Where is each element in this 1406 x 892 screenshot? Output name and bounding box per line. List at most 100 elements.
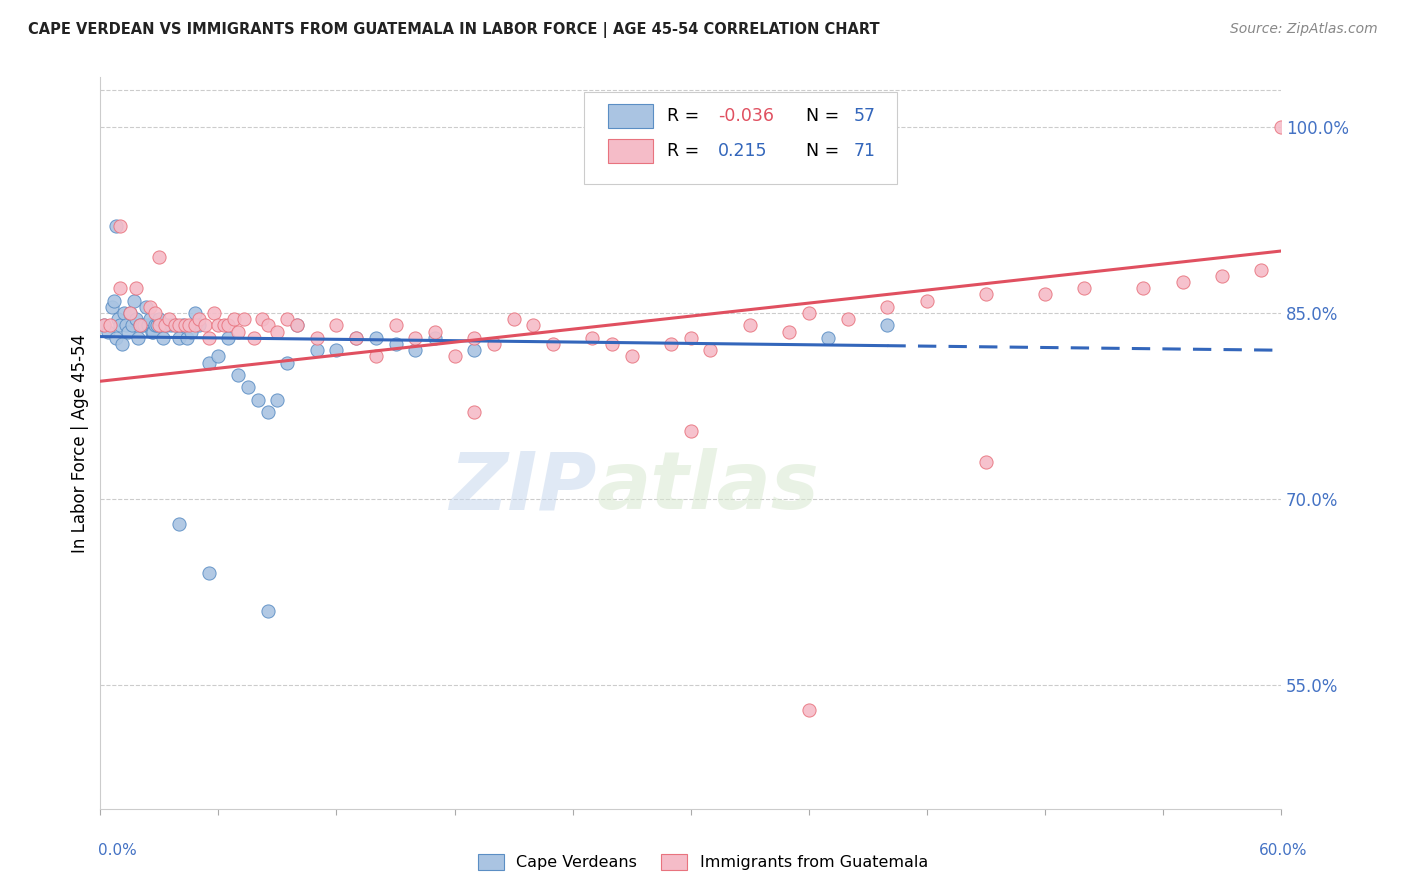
Point	[93, 318, 115, 333]
Point	[160, 318, 183, 333]
Point	[1171, 275, 1194, 289]
Point	[233, 312, 256, 326]
Point	[148, 250, 170, 264]
Point	[180, 325, 202, 339]
Point	[184, 318, 207, 333]
Point	[276, 312, 298, 326]
Point	[325, 343, 347, 358]
Point	[172, 318, 194, 333]
FancyBboxPatch shape	[607, 104, 652, 128]
Point	[135, 300, 157, 314]
Point	[404, 343, 426, 358]
Text: atlas: atlas	[596, 448, 818, 526]
Text: 57: 57	[853, 107, 876, 125]
Point	[101, 300, 124, 314]
Point	[136, 318, 159, 333]
Point	[285, 318, 308, 333]
Point	[98, 318, 121, 333]
Point	[194, 318, 217, 333]
Point	[250, 312, 273, 326]
Point	[152, 331, 174, 345]
Point	[142, 325, 165, 339]
Point	[187, 318, 209, 333]
Point	[915, 293, 938, 308]
Point	[138, 312, 160, 326]
Point	[266, 325, 288, 339]
Point	[404, 331, 426, 345]
Point	[876, 318, 898, 333]
Point	[108, 219, 131, 234]
Point	[125, 281, 148, 295]
Point	[817, 331, 839, 345]
Point	[679, 331, 702, 345]
Point	[778, 325, 800, 339]
Point	[364, 350, 387, 364]
Point	[148, 312, 170, 326]
Point	[122, 293, 145, 308]
Y-axis label: In Labor Force | Age 45-54: In Labor Force | Age 45-54	[72, 334, 89, 553]
Point	[1033, 287, 1056, 301]
Point	[141, 325, 163, 339]
Point	[463, 331, 485, 345]
Legend: Cape Verdeans, Immigrants from Guatemala: Cape Verdeans, Immigrants from Guatemala	[472, 848, 934, 877]
Text: R =: R =	[666, 142, 699, 160]
Point	[145, 318, 167, 333]
Point	[1132, 281, 1154, 295]
Point	[105, 219, 128, 234]
Point	[167, 516, 190, 531]
Point	[226, 368, 249, 382]
Point	[1270, 120, 1292, 134]
Text: 0.215: 0.215	[718, 142, 768, 160]
Point	[207, 350, 229, 364]
Point	[197, 566, 219, 581]
Point	[145, 306, 167, 320]
Text: ZIP: ZIP	[449, 448, 596, 526]
Point	[344, 331, 367, 345]
Point	[107, 312, 129, 326]
Point	[118, 306, 141, 320]
Point	[121, 318, 143, 333]
Point	[1250, 262, 1272, 277]
Text: Source: ZipAtlas.com: Source: ZipAtlas.com	[1230, 22, 1378, 37]
FancyBboxPatch shape	[607, 138, 652, 162]
Text: -0.036: -0.036	[718, 107, 773, 125]
Text: R =: R =	[666, 107, 704, 125]
Point	[974, 287, 997, 301]
Point	[1211, 268, 1233, 283]
Point	[256, 405, 278, 419]
Point	[384, 318, 406, 333]
Point	[165, 318, 187, 333]
Point	[214, 318, 236, 333]
Point	[167, 318, 190, 333]
Point	[103, 293, 125, 308]
Point	[156, 318, 179, 333]
Text: 60.0%: 60.0%	[1260, 843, 1308, 858]
Point	[797, 306, 820, 320]
Point	[127, 331, 149, 345]
Point	[463, 405, 485, 419]
Point	[305, 331, 328, 345]
Point	[463, 343, 485, 358]
Point	[236, 380, 259, 394]
Point	[128, 318, 150, 333]
Text: N =: N =	[807, 142, 845, 160]
Point	[837, 312, 859, 326]
Point	[699, 343, 721, 358]
Point	[243, 331, 266, 345]
Point	[155, 318, 177, 333]
Point	[217, 318, 239, 333]
Text: N =: N =	[807, 107, 845, 125]
Point	[620, 350, 643, 364]
Point	[176, 331, 198, 345]
Point	[128, 318, 150, 333]
Point	[256, 318, 278, 333]
Point	[187, 312, 209, 326]
Point	[146, 318, 169, 333]
Point	[108, 281, 131, 295]
Point	[679, 424, 702, 438]
Point	[325, 318, 347, 333]
Point	[246, 392, 269, 407]
Point	[117, 325, 139, 339]
Text: 71: 71	[853, 142, 876, 160]
Point	[111, 337, 134, 351]
